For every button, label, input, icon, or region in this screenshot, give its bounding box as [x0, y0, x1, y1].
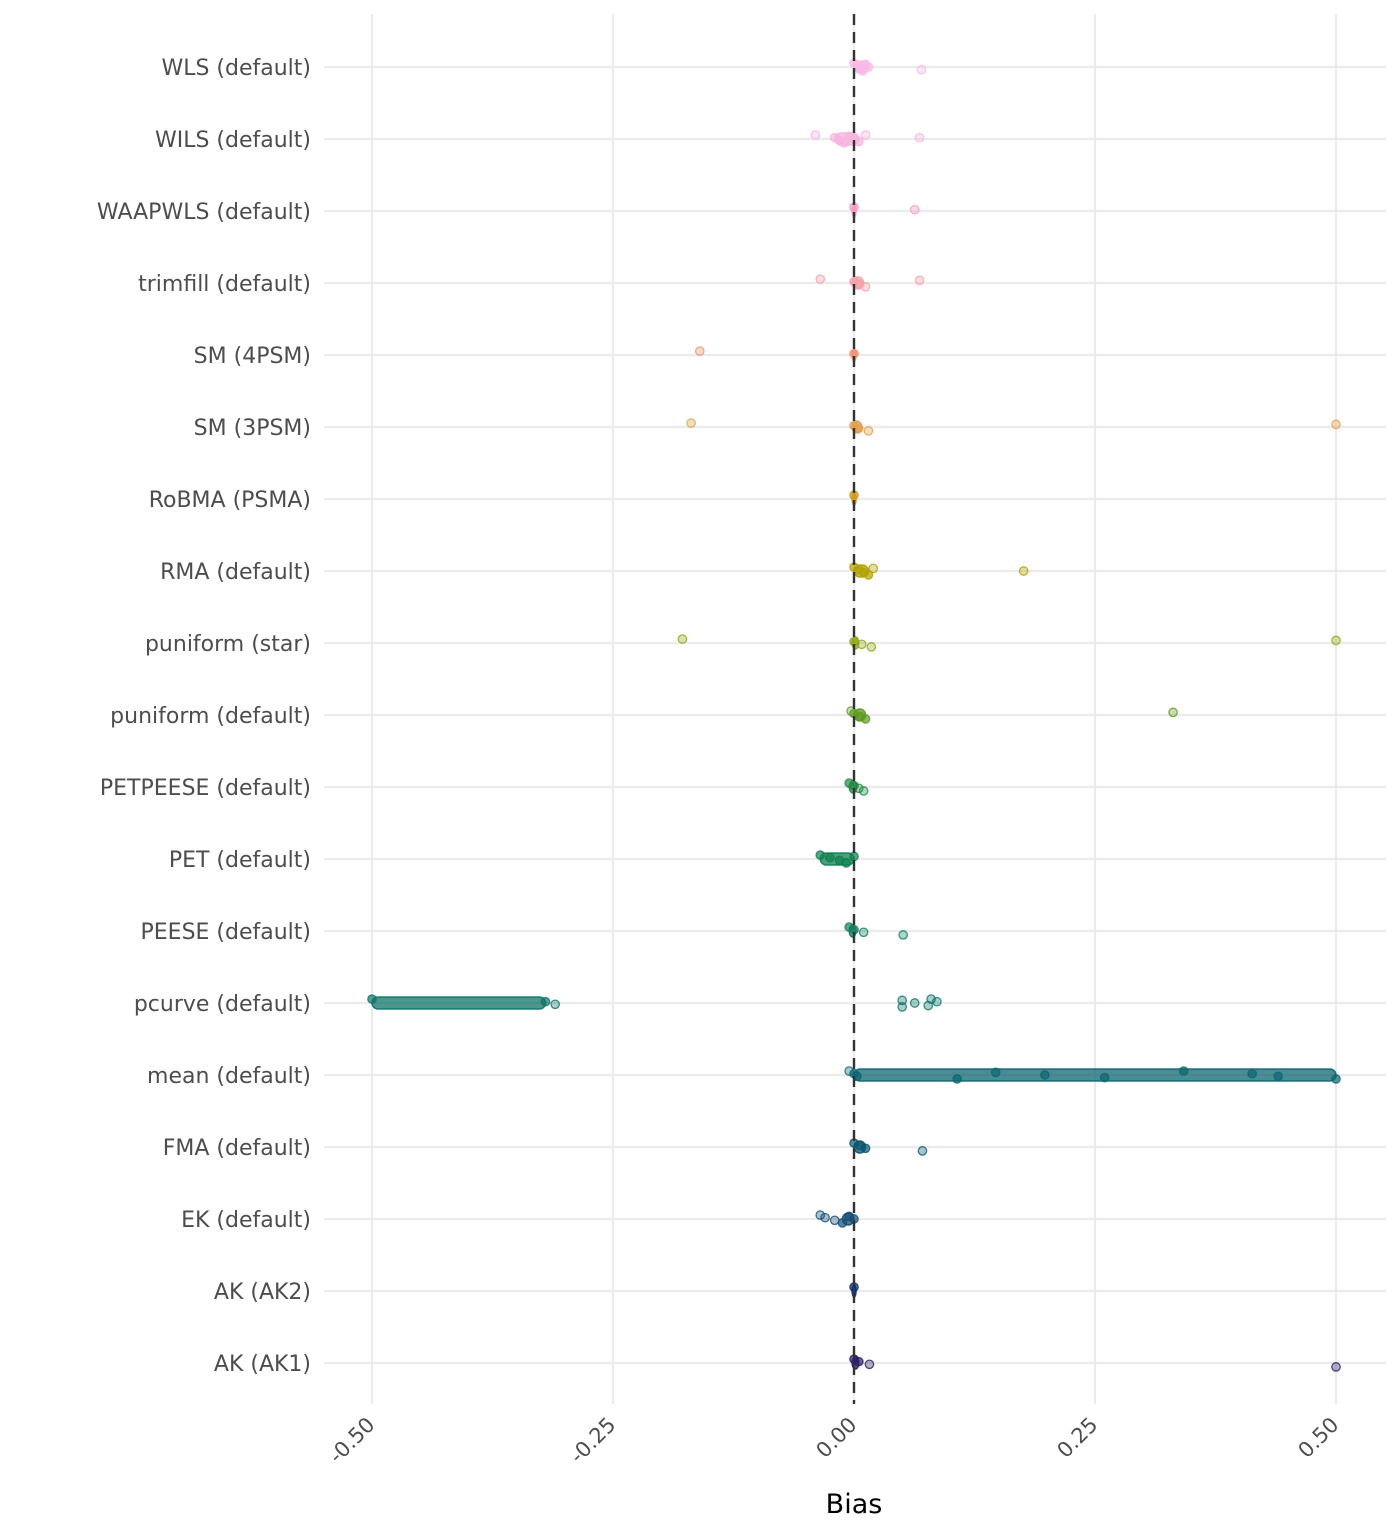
data-point: [860, 130, 871, 140]
data-point: [841, 858, 852, 868]
data-point: [860, 282, 871, 292]
data-point: [856, 639, 867, 650]
data-point: [914, 275, 925, 286]
y-tick-label: EK (default): [181, 1208, 311, 1233]
y-tick-label: AK (AK1): [214, 1352, 311, 1377]
data-point: [367, 994, 377, 1004]
x-axis-tick-labels: -0.50 -0.25 0.00 0.25 0.50: [324, 1413, 1343, 1468]
data-point: [849, 851, 859, 862]
y-tick-label: puniform (star): [145, 632, 311, 657]
data-point: [815, 850, 826, 860]
data-point: [853, 423, 864, 434]
data-point: [694, 346, 705, 356]
y-tick-label: WILS (default): [155, 128, 311, 153]
y-tick-label: WAAPWLS (default): [97, 200, 311, 225]
x-tick-label: 0.50: [1293, 1413, 1343, 1463]
data-point: [1331, 1074, 1341, 1084]
data-point: [858, 786, 869, 796]
data-point: [909, 998, 920, 1008]
y-tick-label: mean (default): [147, 1064, 311, 1089]
y-tick-label: FMA (default): [163, 1136, 311, 1161]
data-point: [916, 64, 927, 75]
x-tick-label: -0.50: [324, 1413, 379, 1468]
data-point: [866, 642, 877, 652]
data-point: [990, 1067, 1001, 1078]
data-point: [863, 570, 874, 580]
y-tick-label: RMA (default): [160, 560, 311, 585]
data-point: [1040, 1070, 1050, 1080]
data-point: [1099, 1072, 1110, 1083]
y-tick-label: PETPEESE (default): [100, 776, 311, 801]
data-point: [853, 136, 864, 147]
data-point: [820, 1212, 830, 1223]
x-tick-label: 0.25: [1052, 1413, 1102, 1463]
data-point: [1178, 1066, 1189, 1076]
y-tick-label: pcurve (default): [134, 992, 311, 1017]
range-bar: [371, 996, 547, 1010]
y-tick-label: RoBMA (PSMA): [149, 488, 311, 513]
y-axis-labels: WLS (default) WILS (default) WAAPWLS (defa…: [97, 56, 311, 1377]
data-point: [860, 1143, 871, 1154]
x-tick-label: 0.00: [811, 1413, 861, 1463]
x-axis-title: Bias: [826, 1489, 883, 1520]
data-point: [810, 130, 821, 140]
data-points: [367, 58, 1341, 1372]
data-point: [1331, 419, 1341, 430]
data-point: [1168, 707, 1178, 718]
data-point: [1273, 1071, 1284, 1082]
data-point: [1247, 1068, 1257, 1079]
x-tick-label: -0.25: [565, 1413, 620, 1468]
data-point: [863, 62, 874, 72]
data-point: [837, 1218, 848, 1228]
data-point: [917, 1146, 928, 1156]
data-point: [815, 1210, 826, 1220]
y-tick-label: trimfill (default): [138, 272, 311, 297]
data-point: [686, 418, 696, 428]
data-point: [853, 1356, 864, 1367]
data-point: [952, 1074, 962, 1084]
data-point: [1018, 566, 1029, 576]
data-point: [863, 426, 874, 436]
data-point: [897, 995, 908, 1006]
data-point: [909, 204, 920, 215]
data-point: [864, 1359, 875, 1370]
data-point: [860, 714, 871, 724]
y-tick-label: puniform (default): [110, 704, 311, 729]
y-tick-label: SM (4PSM): [194, 344, 311, 369]
data-point: [858, 927, 869, 938]
data-point: [1331, 1362, 1341, 1372]
data-point: [839, 138, 850, 148]
data-point: [898, 930, 909, 940]
data-point: [914, 132, 925, 143]
data-point: [1331, 635, 1341, 646]
data-point: [677, 634, 688, 644]
data-point: [897, 1002, 908, 1012]
y-tick-label: PET (default): [169, 848, 311, 873]
data-point: [815, 274, 826, 284]
data-point: [825, 852, 835, 863]
data-point: [932, 996, 942, 1007]
y-tick-label: AK (AK2): [214, 1280, 311, 1305]
y-tick-label: WLS (default): [161, 56, 311, 81]
data-point: [868, 563, 879, 574]
data-point: [550, 999, 561, 1010]
data-point: [540, 996, 551, 1007]
y-tick-label: PEESE (default): [141, 920, 312, 945]
range-bar: [853, 1068, 1337, 1082]
y-tick-label: SM (3PSM): [194, 416, 311, 441]
